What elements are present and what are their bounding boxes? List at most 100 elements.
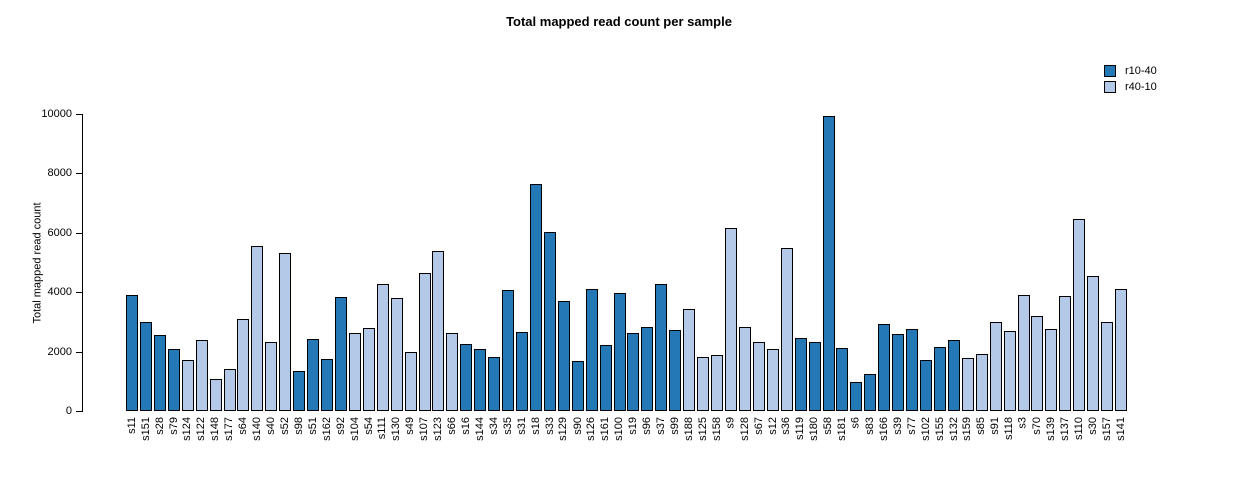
x-tick-label: s52 (278, 417, 291, 435)
x-tick-label: s34 (487, 417, 500, 435)
x-tick-label: s58 (822, 417, 834, 435)
y-tick-label: 6000 (47, 227, 72, 239)
y-tick-mark (76, 292, 82, 293)
x-tick-label: s137 (1058, 417, 1071, 441)
bar-s83 (864, 374, 876, 411)
x-tick-label: s181 (835, 417, 848, 441)
x-tick-label: s6 (849, 417, 862, 429)
x-tick-label: s99 (668, 417, 681, 435)
x-tick-label: s148 (209, 417, 222, 441)
bar-s39 (892, 334, 904, 411)
y-tick-mark (76, 233, 82, 234)
x-tick-label: s11 (125, 417, 138, 434)
y-axis-title: Total mapped read count (31, 202, 44, 324)
bar-s125 (697, 357, 709, 411)
bar-s66 (446, 333, 458, 411)
bar-s119 (795, 338, 807, 411)
legend-label-r10-40: r10-40 (1125, 65, 1157, 77)
bar-s77 (906, 329, 918, 411)
bar-s118 (1004, 331, 1016, 411)
bar-s34 (488, 357, 500, 411)
bar-s132 (948, 340, 960, 411)
bar-s16 (460, 344, 472, 411)
bar-s30 (1087, 276, 1099, 411)
bar-s122 (196, 340, 208, 411)
bar-s11 (126, 295, 138, 411)
x-tick-label: s70 (1030, 417, 1043, 435)
y-tick-label: 10000 (41, 108, 72, 120)
x-tick-label: s9 (724, 417, 737, 429)
bar-s12 (767, 349, 779, 411)
bar-s98 (293, 371, 305, 411)
x-tick-label: s39 (891, 417, 904, 435)
bar-s6 (850, 382, 862, 411)
x-tick-label: s111 (376, 417, 389, 440)
legend-label-r40-10: r40-10 (1125, 81, 1157, 93)
x-tick-label: s12 (766, 417, 779, 435)
bar-s91 (990, 322, 1002, 411)
x-tick-label: s159 (961, 417, 974, 441)
bar-s90 (572, 361, 584, 411)
x-tick-label: s124 (181, 417, 194, 441)
x-tick-label: s102 (919, 417, 932, 441)
x-tick-label: s180 (808, 417, 821, 441)
x-tick-label: s83 (863, 417, 876, 435)
bar-s18 (530, 184, 542, 411)
bar-s104 (349, 333, 361, 411)
y-tick-label: 4000 (47, 286, 72, 298)
bar-s54 (363, 328, 375, 411)
x-tick-label: s18 (529, 417, 542, 435)
bar-s70 (1031, 316, 1043, 411)
legend-item-r10-40: r10-40 (1104, 63, 1157, 79)
bar-s162 (321, 359, 333, 411)
bar-s155 (934, 347, 946, 411)
x-tick-label: s140 (250, 417, 263, 441)
bar-s33 (544, 232, 556, 411)
bar-s96 (641, 327, 653, 411)
x-tick-label: s49 (404, 417, 417, 435)
plot-area (83, 113, 1143, 411)
x-tick-label: s40 (264, 417, 277, 435)
x-tick-label: s155 (933, 417, 946, 441)
y-tick-mark (76, 173, 82, 174)
bar-s129 (558, 301, 570, 411)
bar-s19 (627, 333, 639, 411)
x-tick-label: s122 (195, 417, 208, 441)
x-tick-label: s177 (223, 417, 235, 441)
bar-s126 (586, 289, 598, 411)
y-tick-mark (76, 114, 82, 115)
x-tick-label: s158 (710, 417, 723, 441)
bar-s144 (474, 349, 486, 411)
bar-s124 (182, 360, 194, 411)
x-tick-label: s126 (585, 417, 598, 441)
bar-s49 (405, 352, 417, 411)
x-tick-label: s100 (613, 417, 625, 441)
x-tick-label: s162 (320, 417, 333, 441)
x-tick-label: s30 (1086, 417, 1099, 435)
x-tick-label: s139 (1044, 417, 1057, 441)
bar-s140 (251, 246, 263, 411)
bar-s158 (711, 355, 723, 411)
y-tick-label: 0 (65, 405, 72, 417)
y-tick-mark (76, 352, 82, 353)
x-tick-label: s90 (571, 417, 584, 435)
bar-s157 (1101, 322, 1113, 411)
bar-s85 (976, 354, 988, 411)
x-tick-label: s33 (543, 417, 556, 435)
x-tick-label: s98 (292, 417, 305, 435)
bar-s28 (154, 335, 166, 411)
bar-s188 (683, 309, 695, 411)
bar-s3 (1018, 295, 1030, 411)
bar-s92 (335, 297, 347, 411)
x-tick-label: s128 (738, 417, 751, 441)
x-tick-label: s96 (640, 417, 653, 435)
bar-s151 (140, 322, 152, 411)
bar-s128 (739, 327, 751, 411)
x-tick-label: s125 (696, 417, 709, 441)
x-tick-label: s19 (627, 417, 639, 435)
x-tick-label: s141 (1114, 417, 1127, 441)
x-tick-label: s37 (654, 417, 667, 435)
bar-s51 (307, 339, 319, 411)
legend: r10-40 r40-10 (1104, 63, 1157, 95)
